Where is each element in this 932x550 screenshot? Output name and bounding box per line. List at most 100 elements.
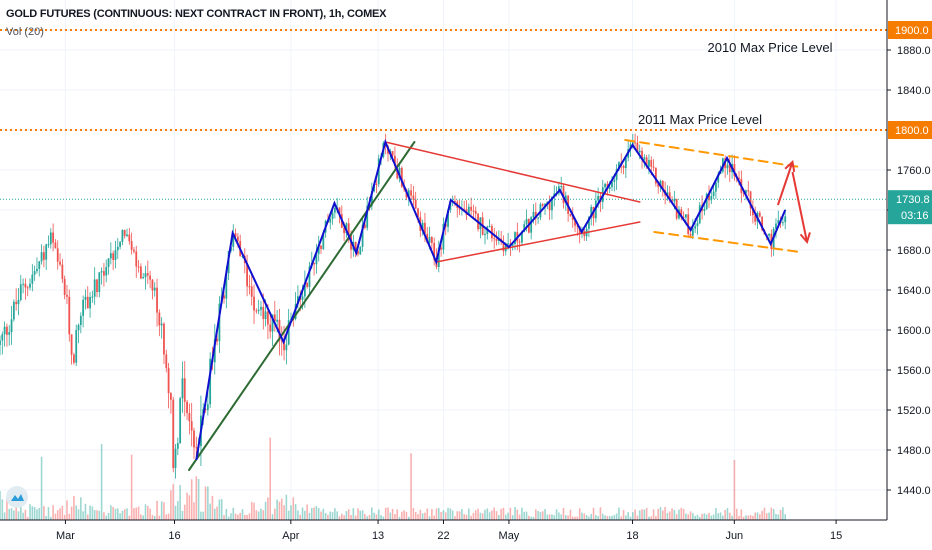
candle-body bbox=[705, 193, 708, 210]
volume-bar bbox=[407, 516, 410, 520]
volume-bar bbox=[343, 515, 345, 520]
candle-body bbox=[271, 314, 274, 332]
volume-bar bbox=[724, 510, 726, 520]
volume-bar bbox=[544, 508, 546, 520]
volume-bar bbox=[137, 506, 140, 520]
volume-bar bbox=[301, 507, 304, 520]
volume-bar bbox=[3, 512, 6, 520]
volume-bar bbox=[128, 515, 131, 520]
candle-body bbox=[710, 195, 713, 201]
candle-body bbox=[634, 142, 636, 144]
volume-bar bbox=[257, 511, 260, 520]
volume-indicator-label[interactable]: Vol (20) bbox=[6, 26, 44, 38]
volume-bar bbox=[662, 510, 664, 520]
candle-body bbox=[160, 323, 163, 326]
volume-bar bbox=[488, 512, 491, 520]
candle-body bbox=[52, 232, 55, 243]
candle-body bbox=[236, 236, 239, 241]
candle-body bbox=[424, 222, 426, 234]
candle-body bbox=[784, 216, 787, 223]
candle-body bbox=[262, 306, 265, 320]
volume-bar bbox=[82, 511, 84, 520]
candle-body bbox=[728, 164, 731, 173]
candle-body bbox=[534, 211, 537, 219]
level-price-tag-label: 1800.0 bbox=[895, 125, 929, 137]
volume-bar bbox=[768, 512, 770, 520]
candle-body bbox=[186, 401, 188, 413]
candle-body bbox=[103, 271, 105, 276]
volume-bar bbox=[735, 508, 738, 520]
candle-body bbox=[544, 203, 546, 206]
volume-bar bbox=[486, 508, 489, 520]
level-price-tag-label: 1900.0 bbox=[895, 25, 929, 37]
volume-bar bbox=[521, 507, 523, 520]
candle-body bbox=[273, 314, 276, 322]
tradingview-logo-icon[interactable] bbox=[6, 486, 28, 508]
price-tick-label: 1560.0 bbox=[897, 365, 931, 377]
candle-body bbox=[82, 299, 85, 316]
candle-body bbox=[733, 164, 736, 177]
candle-body bbox=[10, 319, 13, 333]
volume-bar bbox=[759, 514, 761, 520]
candle-body bbox=[276, 319, 279, 322]
projection-arrow-head bbox=[799, 232, 811, 245]
channel-upper-line bbox=[624, 139, 801, 168]
volume-bar bbox=[525, 511, 528, 520]
time-tick-label: 18 bbox=[626, 530, 638, 542]
volume-bar bbox=[6, 496, 8, 520]
volume-bar bbox=[220, 499, 223, 520]
candle-body bbox=[96, 279, 98, 292]
candle-body bbox=[98, 272, 101, 292]
chart-legend: GOLD FUTURES (CONTINUOUS: NEXT CONTRACT … bbox=[6, 8, 387, 38]
volume-bar bbox=[225, 508, 228, 520]
candle-body bbox=[467, 206, 470, 216]
volume-bar bbox=[733, 460, 736, 520]
volume-bar bbox=[133, 508, 135, 520]
volume-bar bbox=[223, 515, 225, 520]
candle-body bbox=[116, 246, 119, 251]
candle-body bbox=[12, 301, 15, 320]
volume-bar bbox=[440, 512, 442, 520]
volume-bar bbox=[50, 516, 52, 520]
volume-bar bbox=[297, 510, 299, 520]
volume-bar bbox=[569, 509, 572, 520]
volume-bar bbox=[389, 512, 392, 520]
volume-bar bbox=[366, 516, 369, 520]
volume-bar bbox=[371, 507, 373, 520]
symbol-title[interactable]: GOLD FUTURES (CONTINUOUS: NEXT CONTRACT … bbox=[6, 8, 387, 20]
candle-body bbox=[560, 186, 563, 188]
volume-bar bbox=[283, 505, 285, 520]
candle-body bbox=[631, 142, 634, 145]
candle-body bbox=[608, 187, 611, 189]
volume-bar bbox=[19, 506, 22, 520]
candle-body bbox=[15, 301, 18, 305]
volume-bar bbox=[313, 507, 315, 520]
candle-body bbox=[79, 315, 82, 325]
volume-bar bbox=[650, 516, 653, 520]
channel-lower-line bbox=[653, 231, 801, 253]
volume-bar bbox=[465, 514, 468, 520]
volume-bar bbox=[606, 515, 609, 520]
candle-body bbox=[689, 233, 692, 236]
volume-bar bbox=[66, 500, 68, 520]
volume-bar bbox=[761, 510, 763, 520]
candle-body bbox=[414, 199, 417, 209]
volume-bar bbox=[588, 516, 590, 520]
candle-body bbox=[643, 157, 646, 160]
volume-bar bbox=[324, 513, 327, 520]
volume-bar bbox=[641, 509, 643, 520]
level-price-tag bbox=[888, 121, 932, 139]
volume-bar bbox=[193, 502, 195, 520]
candle-body bbox=[75, 330, 78, 363]
candle-body bbox=[278, 319, 281, 341]
volume-bar bbox=[98, 510, 101, 520]
volume-bar bbox=[756, 512, 759, 520]
volume-bar bbox=[451, 510, 454, 520]
candle-body bbox=[682, 216, 685, 218]
volume-bar bbox=[715, 508, 717, 520]
candle-body bbox=[751, 208, 754, 216]
candle-body bbox=[56, 248, 59, 262]
candle-body bbox=[40, 252, 43, 262]
candle-body bbox=[22, 283, 24, 285]
